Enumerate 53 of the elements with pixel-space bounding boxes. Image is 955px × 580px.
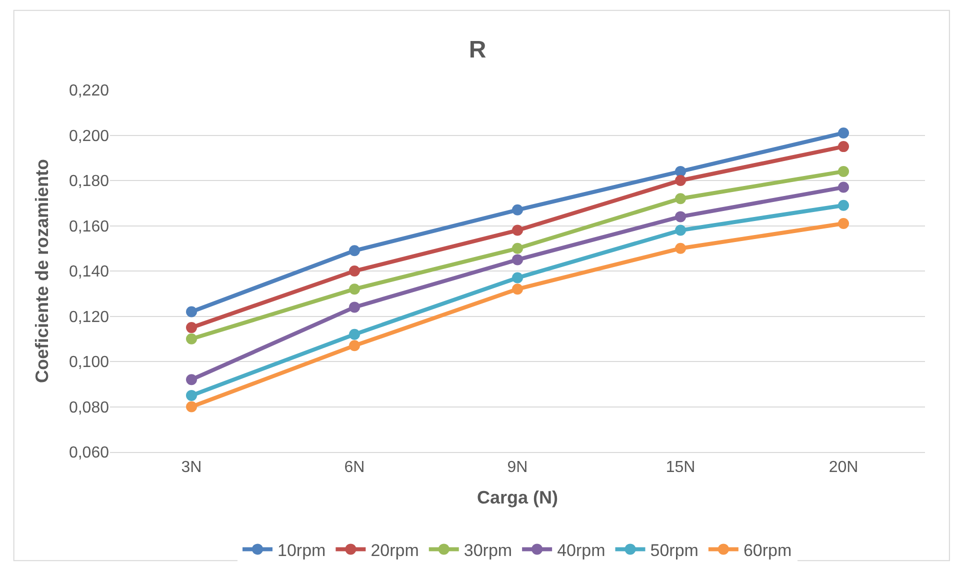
point <box>512 284 523 295</box>
point <box>838 141 849 152</box>
point <box>186 401 197 412</box>
legend-label: 30rpm <box>464 540 512 560</box>
point <box>675 224 686 236</box>
point <box>349 328 360 340</box>
point <box>349 340 360 352</box>
point <box>675 166 686 177</box>
point <box>838 218 849 229</box>
point <box>349 245 360 256</box>
y-tick-label: 0,120 <box>68 308 110 326</box>
x-tick-label: 20N <box>828 459 858 476</box>
legend-label: 20rpm <box>370 540 419 560</box>
x-axis-title: Carga (N) <box>476 487 558 508</box>
point <box>838 127 849 138</box>
legend-label: 10rpm <box>278 540 326 560</box>
y-tick-label: 0,060 <box>68 444 110 462</box>
y-tick-label: 0,080 <box>68 399 110 416</box>
y-tick-label: 0,140 <box>68 264 110 281</box>
point <box>186 322 197 334</box>
y-axis-title: Coeficiente de rozamiento <box>32 158 52 384</box>
x-tick-label: 15N <box>666 459 696 476</box>
point <box>675 242 686 254</box>
y-tick-label: 0,180 <box>68 173 110 190</box>
point <box>349 302 360 313</box>
legend-label: 60rpm <box>743 540 792 560</box>
point <box>838 166 849 177</box>
point <box>512 204 523 216</box>
point <box>186 306 197 318</box>
point <box>186 390 197 401</box>
y-tick-label: 0,160 <box>68 218 110 236</box>
point <box>675 211 686 222</box>
chart-title: R <box>468 36 486 64</box>
point <box>838 182 849 193</box>
point <box>512 272 523 284</box>
y-tick-label: 0,200 <box>68 128 110 145</box>
legend-label: 40rpm <box>557 540 606 560</box>
x-tick-label: 9N <box>507 459 528 476</box>
point <box>512 224 523 236</box>
point <box>675 175 686 186</box>
point <box>186 374 197 386</box>
point <box>512 254 523 266</box>
y-tick-label: 0,220 <box>68 82 110 100</box>
x-tick-label: 6N <box>344 459 365 476</box>
point <box>512 242 523 254</box>
x-tick-label: 3N <box>181 459 202 476</box>
legend-label: 50rpm <box>650 540 698 560</box>
point <box>349 284 360 295</box>
point <box>186 333 197 344</box>
y-tick-label: 0,100 <box>68 354 110 372</box>
point <box>675 193 686 204</box>
point <box>838 200 849 211</box>
point <box>349 266 360 276</box>
